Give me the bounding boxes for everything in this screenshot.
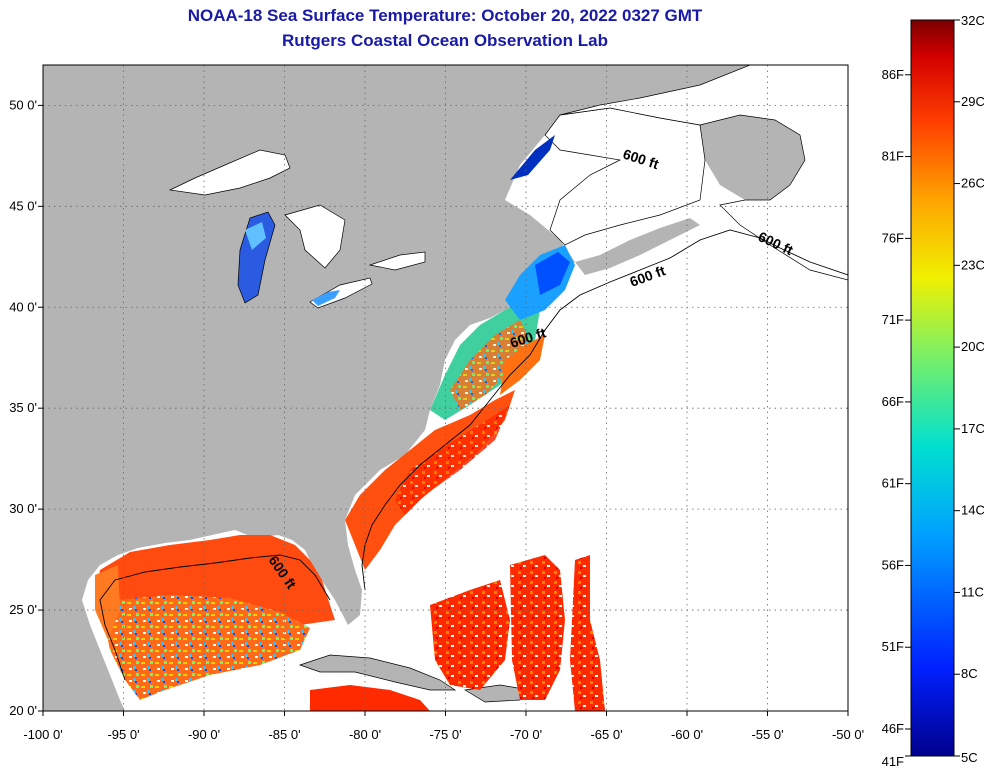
sargasso-sst-1 — [430, 580, 510, 690]
land-cuba — [298, 654, 457, 691]
x-tick-label: -80 0' — [349, 727, 381, 742]
y-tick-label: 20 0' — [9, 703, 37, 718]
contour-600ft-atlantic — [361, 229, 848, 591]
colorbar-label-fahrenheit: 61F — [882, 476, 904, 491]
colorbar-label-celsius: 23C — [961, 257, 984, 272]
x-tick-label: -70 0' — [510, 727, 542, 742]
y-axis: 20 0' 25 0' 30 0' 35 0' 40 0' 45 0' 50 0' — [9, 97, 43, 718]
land-nova-scotia — [575, 218, 700, 275]
x-tick-label: -100 0' — [23, 727, 62, 742]
st-lawrence-river — [510, 135, 555, 180]
colorbar-label-celsius: 11C — [961, 584, 984, 599]
contour-600ft-gulf — [99, 554, 331, 681]
colorbar-label-celsius: 20C — [961, 339, 984, 354]
atlantic-sst-mid-mix — [450, 320, 530, 410]
x-tick-label: -90 0' — [188, 727, 220, 742]
colorbar-label-fahrenheit: 71F — [882, 312, 904, 327]
y-tick-label: 45 0' — [9, 198, 37, 213]
x-axis: -100 0' -95 0' -90 0' -85 0' -80 0' -75 0' -70… — [23, 711, 864, 742]
colorbar — [910, 19, 955, 757]
water-north — [559, 65, 848, 281]
map-title: NOAA-18 Sea Surface Temperature: October… — [187, 6, 703, 25]
colorbar-label-fahrenheit: 51F — [882, 639, 904, 654]
x-tick-label: -65 0' — [590, 727, 622, 742]
colorbar-label-fahrenheit: 76F — [882, 230, 904, 245]
colorbar-label-celsius: 8C — [961, 666, 978, 681]
x-tick-label: -75 0' — [429, 727, 461, 742]
gulf-sst-warm — [95, 535, 335, 625]
sargasso-sst-3 — [570, 555, 605, 711]
x-tick-label: -95 0' — [107, 727, 139, 742]
y-tick-label: 50 0' — [9, 97, 37, 112]
atlantic-sst-gulfstream — [500, 335, 545, 395]
map-subtitle: Rutgers Coastal Ocean Observation Lab — [282, 31, 608, 50]
colorbar-ticks: 32C 29C 26C 23C 20C 17C 14C 11C 8C 5C 86F 81F 76F 71F… — [882, 13, 984, 769]
colorbar-label-fahrenheit: 66F — [882, 394, 904, 409]
y-tick-label: 30 0' — [9, 501, 37, 516]
x-tick-label: -60 0' — [671, 727, 703, 742]
x-tick-label: -85 0' — [268, 727, 300, 742]
lake-michigan-shore — [245, 222, 266, 250]
colorbar-label-celsius: 29C — [961, 94, 984, 109]
caribbean-sst — [310, 685, 430, 711]
land-newfoundland — [700, 115, 805, 200]
colorbar-label-celsius: 17C — [961, 421, 984, 436]
land-north-america — [43, 65, 750, 711]
colorbar-label-fahrenheit: 41F — [882, 754, 904, 769]
gulf-sst-west — [95, 565, 120, 640]
y-tick-label: 35 0' — [9, 400, 37, 415]
land-yucatan — [43, 600, 110, 711]
colorbar-label-celsius: 14C — [961, 503, 984, 518]
lake-superior — [168, 149, 291, 196]
colorbar-label-fahrenheit: 81F — [882, 149, 904, 164]
gulf-of-maine-cold — [535, 252, 570, 295]
colorbar-label-fahrenheit: 86F — [882, 67, 904, 82]
colorbar-label-celsius: 5C — [961, 750, 978, 765]
gulf-sst-mixed — [105, 595, 310, 700]
map-content — [43, 65, 848, 711]
x-tick-label: -50 0' — [832, 727, 864, 742]
y-tick-label: 25 0' — [9, 602, 37, 617]
colorbar-label-fahrenheit: 56F — [882, 557, 904, 572]
sargasso-sst-2 — [510, 555, 565, 700]
y-tick-label: 40 0' — [9, 299, 37, 314]
grid-lines — [43, 65, 848, 711]
lake-huron — [284, 204, 346, 269]
lake-ontario — [368, 251, 426, 271]
x-tick-label: -55 0' — [751, 727, 783, 742]
colorbar-label-fahrenheit: 46F — [882, 721, 904, 736]
atlantic-sst-southeast-mix — [395, 405, 510, 515]
colorbar-label-celsius: 32C — [961, 13, 984, 28]
colorbar-label-celsius: 26C — [961, 176, 984, 191]
lake-erie-warm — [312, 290, 340, 306]
